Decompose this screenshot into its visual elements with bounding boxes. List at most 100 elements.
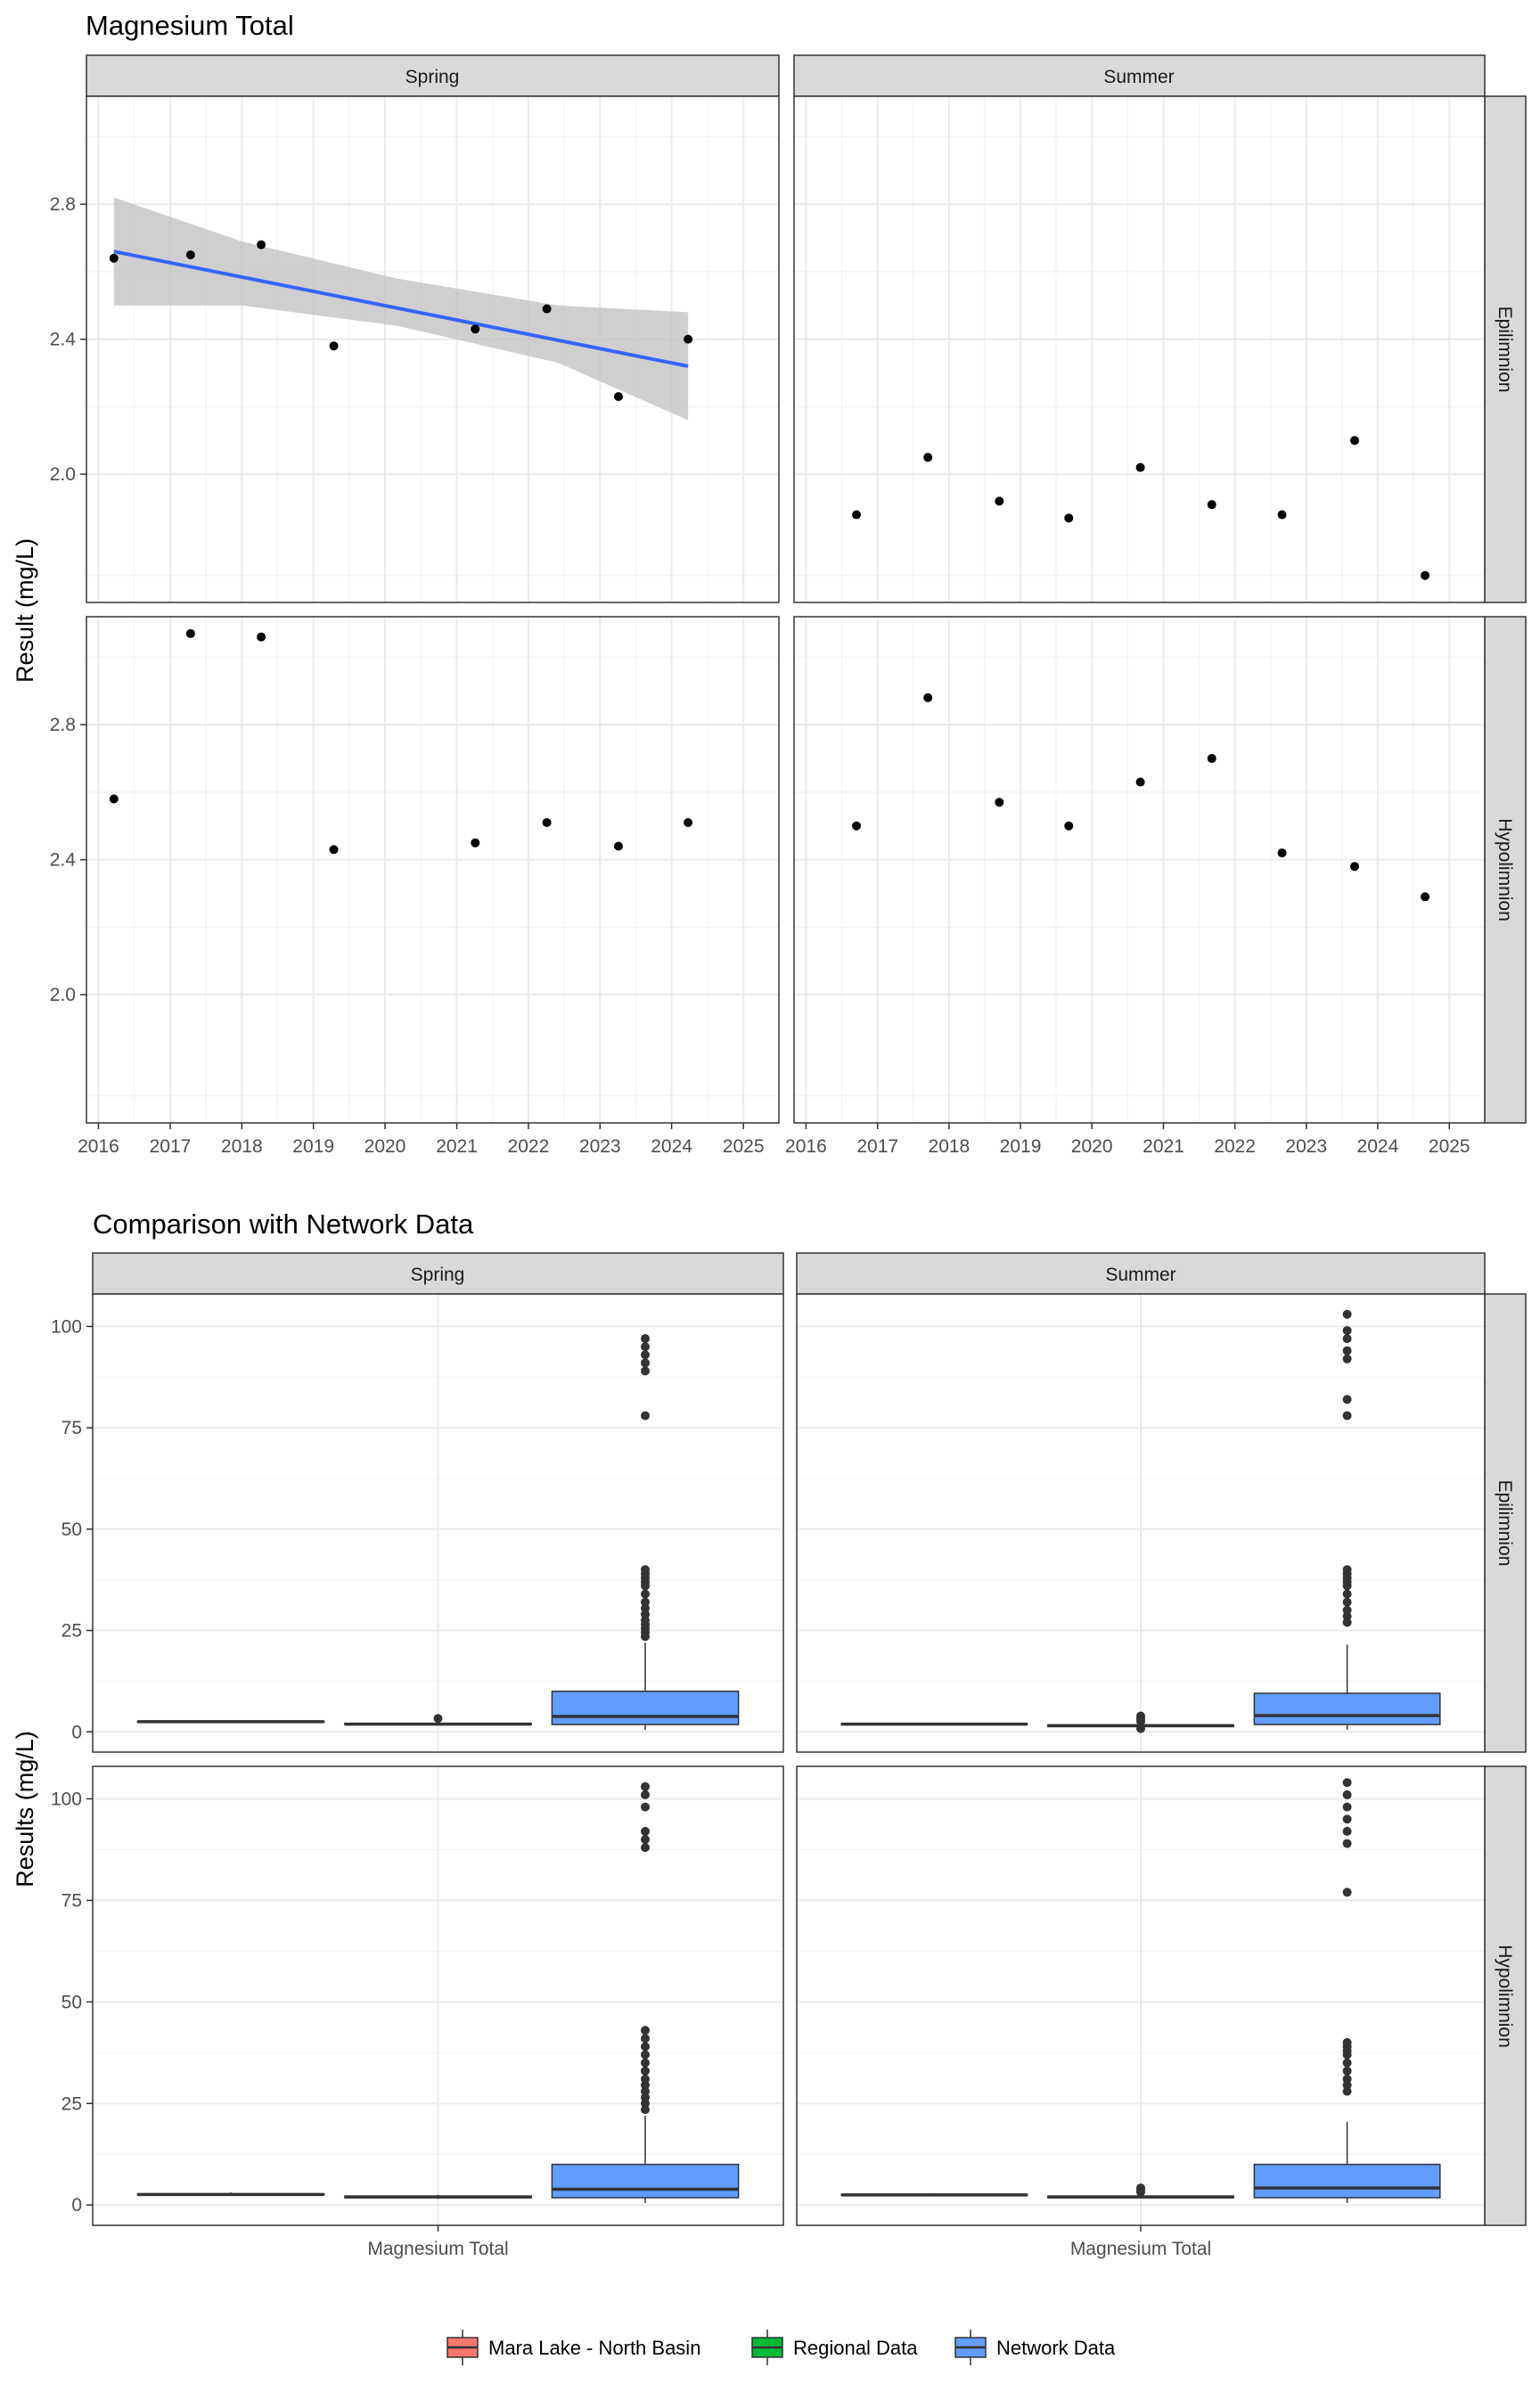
chart-2-strip-summer-label: Summer bbox=[1105, 1265, 1175, 1285]
chart-1-x-tick-label: 2024 bbox=[1357, 1136, 1399, 1157]
chart-1-spring-hypolimnion-data-point bbox=[684, 817, 693, 827]
chart-1-spring-epilimnion-data-point bbox=[684, 334, 693, 344]
chart-1-y-tick-label: 2.8 bbox=[50, 715, 76, 735]
chart-1-x-tick-label: 2019 bbox=[292, 1136, 334, 1157]
chart-1-spring-hypolimnion-data-point bbox=[329, 845, 339, 855]
chart-2-panel-spring-hypolimnion bbox=[92, 1765, 784, 2226]
chart-1-spring-epilimnion-data-point bbox=[542, 304, 552, 314]
chart-1-panel-spring-epilimnion bbox=[86, 95, 780, 603]
chart-1-spring-epilimnion-data-point bbox=[257, 240, 266, 250]
chart-2-summer-hypolimnion-network-data-box bbox=[1253, 2163, 1441, 2199]
chart-2-strip-summer: Summer bbox=[796, 1252, 1486, 1295]
chart-2-spring-hypolimnion-network-data-outlier bbox=[641, 1835, 650, 1845]
legend-item-mara-lake-north-basin: Mara Lake - North Basin bbox=[446, 2330, 700, 2365]
chart-1-strip-epilimnion-label: Epilimnion bbox=[1495, 307, 1515, 393]
chart-2-y-tick-label: 50 bbox=[61, 1992, 82, 2012]
chart-1-y-tick-label: 2.0 bbox=[50, 985, 76, 1005]
chart-1-spring-epilimnion-border bbox=[86, 95, 780, 603]
chart-1-spring-epilimnion-data-point bbox=[613, 392, 623, 402]
chart-1-x-tick-label: 2019 bbox=[1000, 1136, 1042, 1157]
chart-1-panel-summer-hypolimnion bbox=[793, 616, 1486, 1124]
chart-1-summer-hypolimnion-data-point bbox=[1064, 821, 1074, 831]
chart-2-strip-epilimnion: Epilimnion bbox=[1484, 1293, 1527, 1753]
chart-1-summer-hypolimnion-data-point bbox=[1135, 777, 1145, 787]
chart-2-spring-epilimnion-network-data-outlier bbox=[641, 1358, 650, 1368]
chart-1-spring-hypolimnion-data-point bbox=[257, 632, 266, 642]
chart-1-title: Magnesium Total bbox=[86, 10, 294, 41]
chart-2-y-tick-label: 75 bbox=[61, 1890, 82, 1911]
chart-2-summer-hypolimnion-network-data-outlier bbox=[1342, 1888, 1352, 1897]
chart-1-panel-spring-hypolimnion bbox=[86, 616, 780, 1124]
chart-1-summer-epilimnion-data-point bbox=[1350, 436, 1360, 446]
chart-2-panel-spring-epilimnion bbox=[92, 1293, 784, 1753]
chart-2-summer-epilimnion-network-data-outlier bbox=[1342, 1597, 1352, 1607]
chart-1-panel-summer-epilimnion bbox=[793, 95, 1486, 603]
chart-1-x-tick-label: 2022 bbox=[508, 1136, 550, 1157]
chart-1-spring-hypolimnion-data-point bbox=[471, 838, 480, 848]
chart-2-panel-summer-epilimnion bbox=[796, 1293, 1486, 1753]
chart-1-summer-hypolimnion-border bbox=[793, 616, 1486, 1124]
chart-2-spring-epilimnion-network-data-outlier bbox=[641, 1350, 650, 1360]
chart-2-summer-hypolimnion-network-data-outlier bbox=[1342, 2074, 1352, 2084]
chart-1-x-tick-label: 2025 bbox=[723, 1136, 765, 1157]
chart-2-y-tick-label: 0 bbox=[71, 2195, 82, 2216]
chart-2-summer-epilimnion-network-data-outlier bbox=[1342, 1395, 1352, 1405]
chart-1-y-tick-label: 2.4 bbox=[50, 850, 77, 871]
chart-2-summer-epilimnion-network-data-outlier bbox=[1342, 1346, 1352, 1356]
chart-2-x-tick-label: Magnesium Total bbox=[1070, 2239, 1211, 2259]
chart-2-strip-spring-label: Spring bbox=[411, 1265, 465, 1285]
chart-2-x-axis: Magnesium Total Magnesium Total bbox=[367, 2225, 1211, 2259]
chart-2-spring-hypolimnion-network-data-outlier bbox=[641, 2099, 650, 2109]
chart-2-summer-hypolimnion-network-data-outlier bbox=[1342, 2066, 1352, 2076]
chart-1-x-tick-label: 2016 bbox=[78, 1136, 119, 1157]
chart-2-spring-hypolimnion-network-data-outlier bbox=[641, 2050, 650, 2060]
chart-2-strip-spring: Spring bbox=[92, 1252, 784, 1295]
chart-2-summer-hypolimnion-regional-data-outlier bbox=[1136, 2183, 1145, 2193]
chart-2-spring-hypolimnion-network-data-outlier bbox=[641, 2034, 650, 2044]
chart-2-summer-hypolimnion-network-data-outlier bbox=[1342, 1839, 1352, 1848]
chart-1-y-tick-label: 2.0 bbox=[50, 464, 76, 485]
chart-1-x-tick-label: 2022 bbox=[1214, 1136, 1256, 1157]
chart-1-summer-hypolimnion-data-point bbox=[1350, 862, 1360, 872]
chart-2-y-tick-label: 25 bbox=[61, 1621, 82, 1642]
chart-2-summer-epilimnion-network-data-outlier bbox=[1342, 1309, 1352, 1319]
chart-1-x-tick-label: 2020 bbox=[1071, 1136, 1113, 1157]
chart-1-summer-epilimnion-data-point bbox=[1064, 513, 1074, 523]
chart-2-y-axis: 0 25 50 75 100 0 25 50 75 100 bbox=[51, 1316, 93, 2216]
chart-1-summer-hypolimnion-data-point bbox=[1277, 848, 1287, 858]
chart-2-summer-hypolimnion-network-data-outlier bbox=[1342, 1802, 1352, 1812]
chart-2-summer-epilimnion-regional-data-outlier bbox=[1136, 1724, 1145, 1733]
chart-1-strip-spring: Spring bbox=[86, 54, 780, 97]
chart-1-spring-epilimnion-data-point bbox=[109, 253, 119, 263]
chart-2-summer-epilimnion-network-data-outlier bbox=[1342, 1354, 1352, 1364]
chart-1-spring-hypolimnion-data-point bbox=[613, 841, 623, 851]
chart-2-y-tick-label: 75 bbox=[61, 1418, 82, 1438]
chart-2-y-tick-label: 100 bbox=[51, 1316, 82, 1337]
chart-2-y-tick-label: 0 bbox=[71, 1722, 82, 1742]
chart-1-x-tick-label: 2018 bbox=[221, 1136, 263, 1157]
chart-2-spring-epilimnion-network-data-outlier bbox=[641, 1597, 650, 1607]
chart-2-spring-epilimnion-network-data-outlier bbox=[641, 1342, 650, 1352]
chart-2-panel-summer-hypolimnion bbox=[796, 1765, 1486, 2226]
chart-1-summer-epilimnion-border bbox=[793, 95, 1486, 603]
chart-2-summer-epilimnion-network-data-outlier bbox=[1342, 1325, 1352, 1335]
chart-2-strip-hypolimnion: Hypolimnion bbox=[1484, 1765, 1527, 2226]
chart-2-spring-hypolimnion-network-data-box bbox=[551, 2163, 740, 2199]
chart-2-spring-epilimnion-border bbox=[92, 1293, 784, 1753]
chart-1-x-axis: 2016 2017 2018 2019 2020 2021 2022 2023 2024 2025… bbox=[78, 1123, 1470, 1157]
chart-2-spring-epilimnion-network-data-box bbox=[551, 1691, 740, 1725]
legend-item-regional-data: Regional Data bbox=[751, 2330, 918, 2365]
chart-2-spring-hypolimnion-network-data-outlier bbox=[641, 1782, 650, 1791]
chart-2-y-tick-label: 100 bbox=[51, 1789, 82, 1809]
chart-2-summer-epilimnion-border bbox=[796, 1293, 1486, 1753]
chart-2-summer-epilimnion-network-data-outlier bbox=[1342, 1589, 1352, 1599]
chart-2-spring-hypolimnion-network-data-outlier bbox=[641, 2080, 650, 2090]
chart-1-x-tick-label: 2023 bbox=[579, 1136, 621, 1157]
chart-2-summer-epilimnion-network-data-outlier bbox=[1342, 1605, 1352, 1615]
chart-2-spring-hypolimnion-network-data-outlier bbox=[641, 1790, 650, 1799]
chart-1-x-tick-label: 2021 bbox=[436, 1136, 478, 1157]
chart-2-ylabel: Results (mg/L) bbox=[12, 1731, 38, 1888]
chart-1-summer-hypolimnion-data-point bbox=[852, 821, 862, 831]
chart-1-x-tick-label: 2023 bbox=[1285, 1136, 1327, 1157]
chart-1-summer-hypolimnion-data-point bbox=[923, 692, 933, 702]
